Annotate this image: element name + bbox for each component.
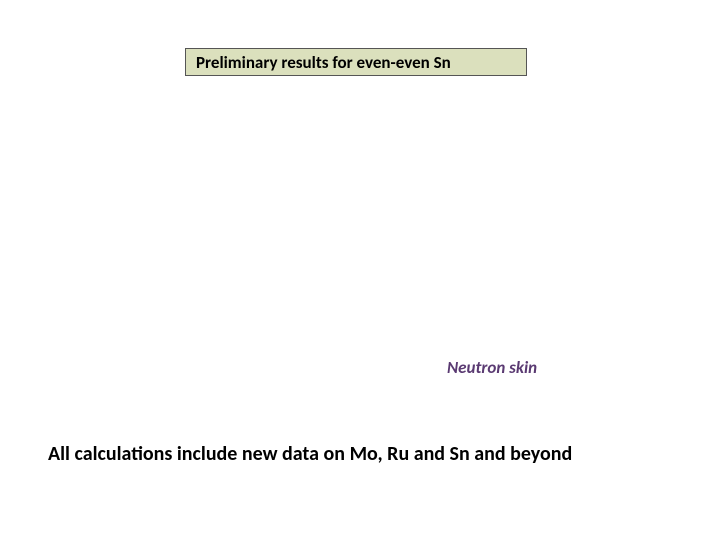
footer-text: All calculations include new data on Mo,… [48, 442, 572, 466]
title-box: Preliminary results for even-even Sn [185, 48, 527, 76]
neutron-skin-label: Neutron skin [447, 357, 537, 378]
title-text: Preliminary results for even-even Sn [196, 52, 451, 73]
